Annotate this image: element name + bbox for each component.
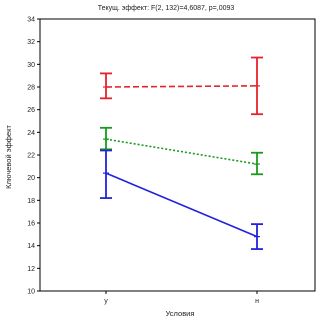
- series-line: [105, 85, 258, 88]
- x-tick-label: у: [104, 298, 108, 305]
- y-tick-label: 14: [27, 243, 35, 250]
- y-tick-label: 10: [27, 289, 35, 296]
- series-line: [105, 138, 258, 165]
- y-tick-label: 24: [27, 130, 35, 137]
- series-line: [105, 172, 258, 238]
- series-0: [100, 56, 263, 116]
- x-axis-label: Условия: [166, 309, 195, 318]
- y-tick-label: 18: [27, 198, 35, 205]
- y-tick-label: 30: [27, 62, 35, 69]
- y-tick-label: 26: [27, 107, 35, 114]
- series-layer: [100, 56, 263, 250]
- y-tick-label: 12: [27, 266, 35, 273]
- y-tick-label: 20: [27, 175, 35, 182]
- y-tick-label: 32: [27, 39, 35, 46]
- x-tick-label: н: [255, 298, 259, 305]
- y-tick-label: 28: [27, 85, 35, 92]
- y-tick-label: 34: [27, 17, 35, 24]
- y-axis: 10 12 14 16 18 20 22 24 26 28 30 32 34: [27, 17, 40, 296]
- series-2: [100, 149, 263, 250]
- chart-title: Текущ. эффект: F(2, 132)=4,6087, p=,0093: [98, 5, 235, 12]
- plot-frame: [39, 18, 316, 292]
- series-1: [100, 126, 263, 176]
- y-axis-label: Ключевой эффект: [4, 125, 13, 189]
- y-tick-label: 22: [27, 153, 35, 160]
- y-tick-label: 16: [27, 221, 35, 228]
